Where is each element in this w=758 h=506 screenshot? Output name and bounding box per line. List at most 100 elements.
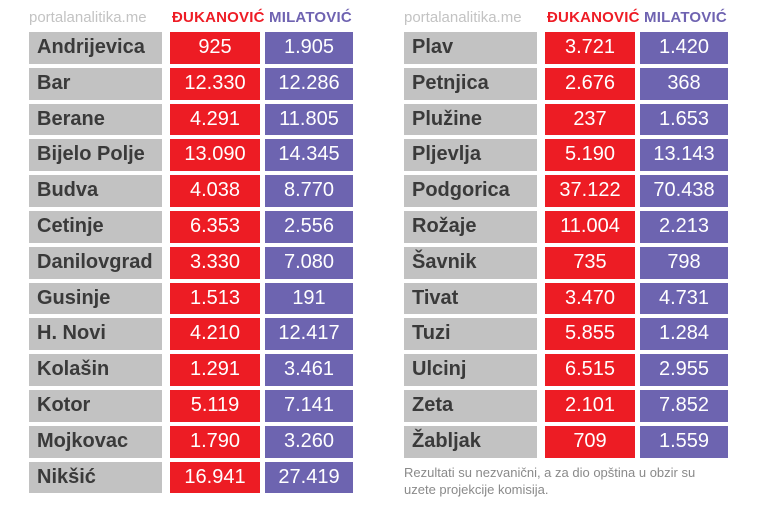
source-label: portalanalitika.me xyxy=(29,9,147,26)
municipality-cell: Cetinje xyxy=(29,210,162,243)
table-row: H. Novi 4.210 12.417 xyxy=(29,318,379,351)
column-header: portalanalitika.me ĐUKANOVIĆ MILATOVIĆ xyxy=(404,0,754,32)
municipality-cell: Mojkovac xyxy=(29,425,162,458)
dukanovic-votes-cell: 11.004 xyxy=(545,210,635,243)
municipality-cell: Kolašin xyxy=(29,354,162,386)
milatovic-votes-cell: 7.852 xyxy=(640,389,728,422)
dukanovic-votes-cell: 4.210 xyxy=(170,318,260,351)
results-table-left: Andrijevica 925 1.905 Bar 12.330 12.286 Berane… xyxy=(29,32,379,494)
table-row: Kotor 5.119 7.141 xyxy=(29,389,379,422)
dukanovic-votes-cell: 709 xyxy=(545,425,635,458)
table-row: Gusinje 1.513 191 xyxy=(29,282,379,315)
municipality-cell: Plav xyxy=(404,32,537,64)
municipality-cell: Podgorica xyxy=(404,175,537,207)
dukanovic-votes-cell: 16.941 xyxy=(170,461,260,494)
dukanovic-votes-cell: 237 xyxy=(545,103,635,136)
milatovic-votes-cell: 8.770 xyxy=(265,175,353,207)
table-row: Bijelo Polje 13.090 14.345 xyxy=(29,139,379,172)
dukanovic-votes-cell: 1.291 xyxy=(170,354,260,386)
source-label: portalanalitika.me xyxy=(404,9,522,26)
milatovic-votes-cell: 2.213 xyxy=(640,210,728,243)
table-row: Kolašin 1.291 3.461 xyxy=(29,354,379,386)
table-row: Danilovgrad 3.330 7.080 xyxy=(29,246,379,279)
municipality-cell: Danilovgrad xyxy=(29,246,162,279)
municipality-cell: Kotor xyxy=(29,389,162,422)
dukanovic-votes-cell: 3.470 xyxy=(545,282,635,315)
table-row: Plužine 237 1.653 xyxy=(404,103,754,136)
milatovic-votes-cell: 3.461 xyxy=(265,354,353,386)
milatovic-votes-cell: 798 xyxy=(640,246,728,279)
municipality-cell: H. Novi xyxy=(29,318,162,351)
milatovic-votes-cell: 11.805 xyxy=(265,103,353,136)
header-dukanovic: ĐUKANOVIĆ xyxy=(172,9,265,26)
municipality-cell: Šavnik xyxy=(404,246,537,279)
table-row: Plav 3.721 1.420 xyxy=(404,32,754,64)
header-milatovic: MILATOVIĆ xyxy=(644,9,727,26)
table-row: Petnjica 2.676 368 xyxy=(404,67,754,100)
municipality-cell: Bar xyxy=(29,67,162,100)
dukanovic-votes-cell: 735 xyxy=(545,246,635,279)
milatovic-votes-cell: 1.284 xyxy=(640,318,728,351)
table-row: Andrijevica 925 1.905 xyxy=(29,32,379,64)
dukanovic-votes-cell: 2.101 xyxy=(545,389,635,422)
municipality-cell: Petnjica xyxy=(404,67,537,100)
municipality-cell: Gusinje xyxy=(29,282,162,315)
dukanovic-votes-cell: 4.038 xyxy=(170,175,260,207)
dukanovic-votes-cell: 3.330 xyxy=(170,246,260,279)
results-column-left: portalanalitika.me ĐUKANOVIĆ MILATOVIĆ A… xyxy=(29,0,379,497)
dukanovic-votes-cell: 6.353 xyxy=(170,210,260,243)
table-row: Šavnik 735 798 xyxy=(404,246,754,279)
dukanovic-votes-cell: 3.721 xyxy=(545,32,635,64)
table-row: Rožaje 11.004 2.213 xyxy=(404,210,754,243)
results-table-right: Plav 3.721 1.420 Petnjica 2.676 368 Plužine 237… xyxy=(404,32,754,458)
milatovic-votes-cell: 7.080 xyxy=(265,246,353,279)
milatovic-votes-cell: 1.559 xyxy=(640,425,728,458)
municipality-cell: Tivat xyxy=(404,282,537,315)
table-row: Podgorica 37.122 70.438 xyxy=(404,175,754,207)
dukanovic-votes-cell: 5.119 xyxy=(170,389,260,422)
municipality-cell: Plužine xyxy=(404,103,537,136)
milatovic-votes-cell: 4.731 xyxy=(640,282,728,315)
milatovic-votes-cell: 27.419 xyxy=(265,461,353,494)
milatovic-votes-cell: 2.556 xyxy=(265,210,353,243)
header-milatovic: MILATOVIĆ xyxy=(269,9,352,26)
results-column-right: portalanalitika.me ĐUKANOVIĆ MILATOVIĆ P… xyxy=(404,0,754,498)
milatovic-votes-cell: 14.345 xyxy=(265,139,353,172)
milatovic-votes-cell: 191 xyxy=(265,282,353,315)
table-row: Budva 4.038 8.770 xyxy=(29,175,379,207)
dukanovic-votes-cell: 1.790 xyxy=(170,425,260,458)
dukanovic-votes-cell: 5.190 xyxy=(545,139,635,172)
municipality-cell: Ulcinj xyxy=(404,354,537,386)
milatovic-votes-cell: 12.286 xyxy=(265,67,353,100)
table-row: Pljevlja 5.190 13.143 xyxy=(404,139,754,172)
dukanovic-votes-cell: 13.090 xyxy=(170,139,260,172)
table-row: Tuzi 5.855 1.284 xyxy=(404,318,754,351)
dukanovic-votes-cell: 4.291 xyxy=(170,103,260,136)
milatovic-votes-cell: 3.260 xyxy=(265,425,353,458)
milatovic-votes-cell: 7.141 xyxy=(265,389,353,422)
dukanovic-votes-cell: 2.676 xyxy=(545,67,635,100)
table-row: Nikšić 16.941 27.419 xyxy=(29,461,379,494)
municipality-cell: Nikšić xyxy=(29,461,162,494)
table-row: Žabljak 709 1.559 xyxy=(404,425,754,458)
milatovic-votes-cell: 1.905 xyxy=(265,32,353,64)
milatovic-votes-cell: 2.955 xyxy=(640,354,728,386)
header-dukanovic: ĐUKANOVIĆ xyxy=(547,9,640,26)
municipality-cell: Pljevlja xyxy=(404,139,537,172)
milatovic-votes-cell: 1.420 xyxy=(640,32,728,64)
table-row: Mojkovac 1.790 3.260 xyxy=(29,425,379,458)
dukanovic-votes-cell: 6.515 xyxy=(545,354,635,386)
table-row: Tivat 3.470 4.731 xyxy=(404,282,754,315)
milatovic-votes-cell: 12.417 xyxy=(265,318,353,351)
milatovic-votes-cell: 13.143 xyxy=(640,139,728,172)
milatovic-votes-cell: 368 xyxy=(640,67,728,100)
table-row: Berane 4.291 11.805 xyxy=(29,103,379,136)
municipality-cell: Budva xyxy=(29,175,162,207)
dukanovic-votes-cell: 5.855 xyxy=(545,318,635,351)
table-row: Ulcinj 6.515 2.955 xyxy=(404,354,754,386)
municipality-cell: Andrijevica xyxy=(29,32,162,64)
municipality-cell: Tuzi xyxy=(404,318,537,351)
column-header: portalanalitika.me ĐUKANOVIĆ MILATOVIĆ xyxy=(29,0,379,32)
municipality-cell: Žabljak xyxy=(404,425,537,458)
